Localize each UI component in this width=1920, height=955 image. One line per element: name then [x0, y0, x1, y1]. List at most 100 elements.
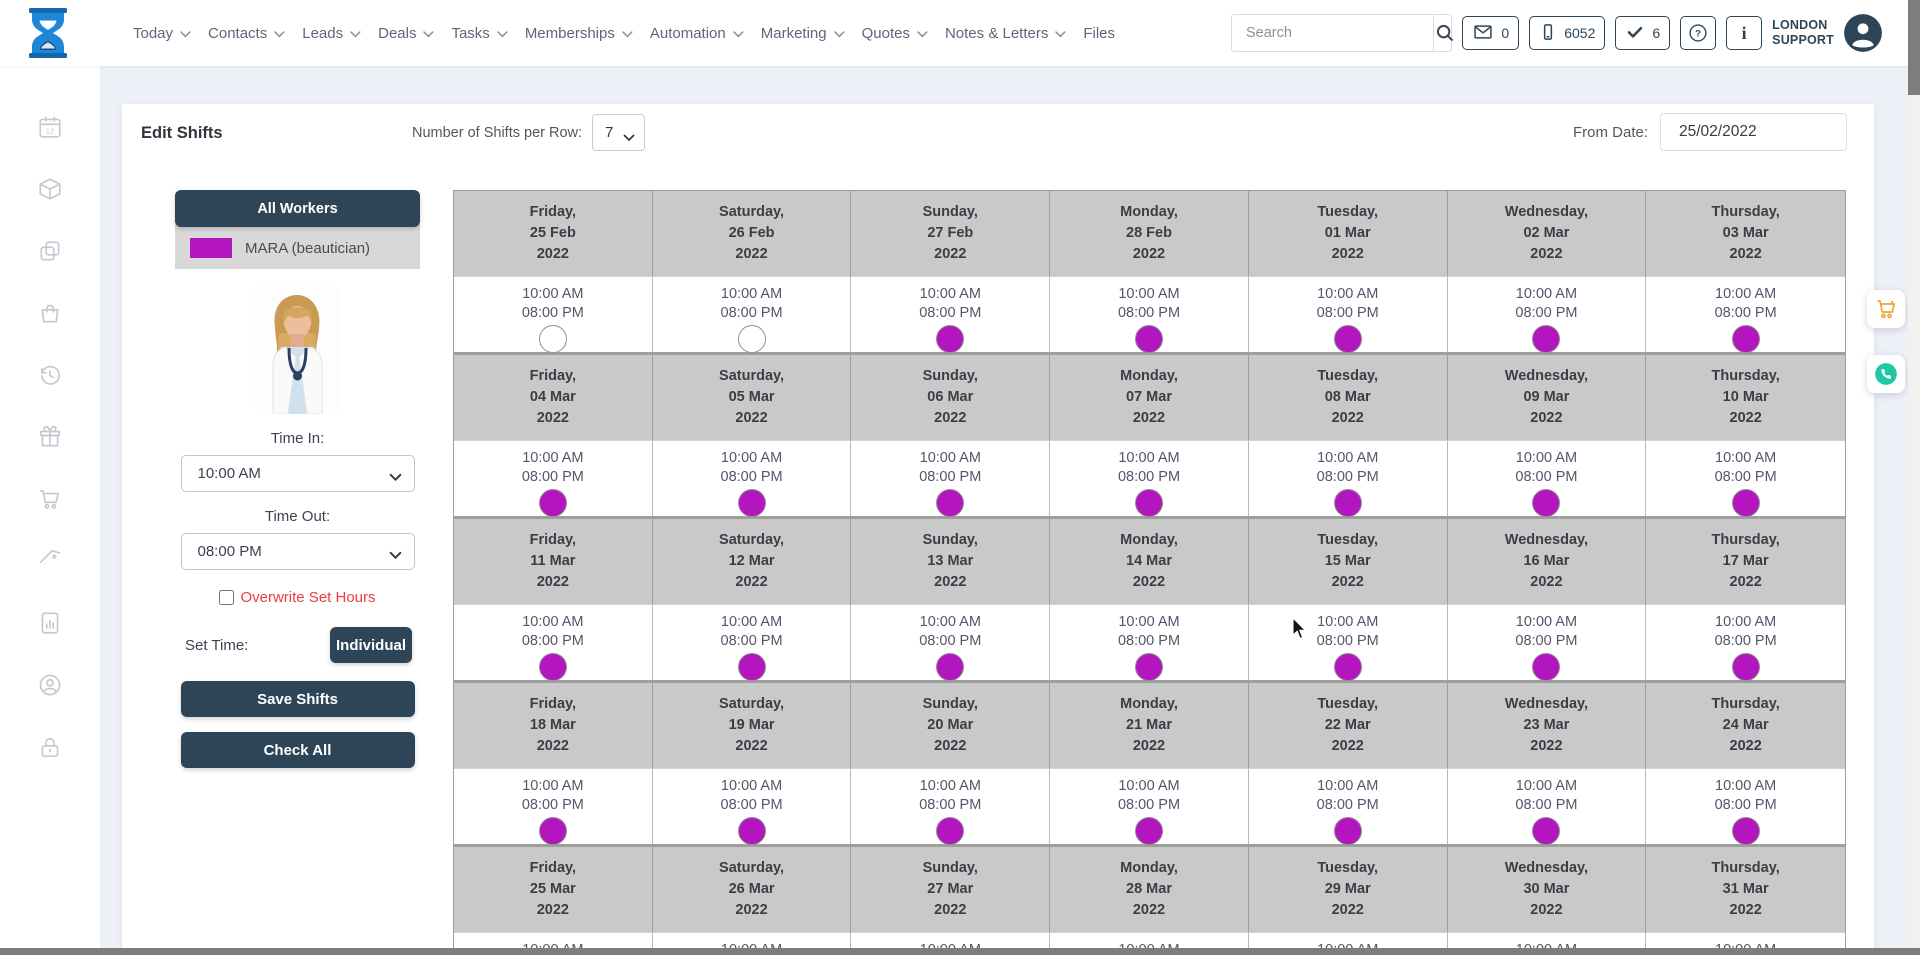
nav-item-quotes[interactable]: Quotes [860, 19, 930, 48]
horizontal-scrollbar[interactable] [0, 948, 1920, 955]
shift-toggle-circle[interactable] [936, 325, 965, 353]
nav-item-automation[interactable]: Automation [648, 19, 746, 48]
shift-toggle-circle[interactable] [1134, 817, 1163, 845]
nav-item-deals[interactable]: Deals [376, 19, 436, 48]
shift-toggle-circle[interactable] [1134, 489, 1163, 517]
avatar[interactable] [1844, 14, 1882, 52]
badge-phone[interactable]: 6052 [1529, 16, 1606, 50]
shift-time-in: 10:00 AM [1448, 941, 1646, 948]
badge-check[interactable]: 6 [1615, 16, 1671, 50]
vertical-scrollbar[interactable] [1908, 0, 1920, 948]
shift-time-out: 08:00 PM [919, 305, 982, 321]
floating-whatsapp-button[interactable] [1867, 355, 1905, 393]
nav-item-files[interactable]: Files [1081, 19, 1117, 48]
shift-toggle-circle[interactable] [538, 489, 567, 517]
day-header-cell: Tuesday, 08 Mar 2022 [1248, 355, 1448, 440]
phone-icon [1539, 21, 1557, 46]
badge-envelope[interactable]: 0 [1462, 16, 1520, 50]
shift-toggle-circle[interactable] [737, 817, 766, 845]
shift-toggle-circle[interactable] [538, 653, 567, 681]
time-out-select[interactable]: 08:00 PM [180, 533, 415, 570]
shift-toggle-circle[interactable] [737, 489, 766, 517]
shift-toggle-circle[interactable] [1333, 817, 1362, 845]
day-year: 2022 [1331, 738, 1364, 754]
shift-time-in: 10:00 AM [1715, 614, 1777, 630]
shift-toggle-circle[interactable] [1333, 489, 1362, 517]
day-header-cell: Saturday, 19 Mar 2022 [652, 683, 852, 768]
shift-toggle-circle[interactable] [1532, 325, 1561, 353]
app-logo-icon[interactable] [25, 8, 71, 58]
overwrite-set-hours-checkbox[interactable] [219, 590, 235, 605]
shift-toggle-circle[interactable] [1532, 489, 1561, 517]
shift-time-in: 10:00 AM [1118, 778, 1180, 794]
search-icon[interactable] [1433, 15, 1456, 51]
package-icon[interactable] [36, 176, 64, 202]
vertical-scrollbar-thumb[interactable] [1908, 0, 1920, 95]
worker-list-item[interactable]: MARA (beautician) [175, 224, 420, 269]
day-header-cell: Tuesday, 01 Mar 2022 [1248, 191, 1448, 276]
nav-item-today[interactable]: Today [131, 19, 193, 48]
badge-count: 6052 [1564, 25, 1596, 41]
nav-item-contacts[interactable]: Contacts [206, 19, 287, 48]
calendar-icon[interactable]: 12 [36, 114, 64, 140]
gift-icon[interactable] [36, 424, 64, 450]
card-header: Edit Shifts Number of Shifts per Row: 7 … [122, 104, 1874, 170]
price-tag-icon[interactable] [36, 548, 64, 574]
from-date-input[interactable] [1660, 113, 1847, 151]
shift-toggle-circle[interactable] [1731, 489, 1760, 517]
shift-toggle-circle[interactable] [936, 489, 965, 517]
check-all-button[interactable]: Check All [180, 732, 415, 768]
account-icon[interactable] [36, 672, 64, 698]
nav-item-memberships[interactable]: Memberships [523, 19, 635, 48]
worker-color-swatch [190, 238, 232, 258]
day-name: Thursday, [1711, 204, 1780, 220]
floating-cart-button[interactable] [1867, 290, 1905, 328]
day-header-cell: Monday, 14 Mar 2022 [1050, 519, 1249, 604]
all-workers-button[interactable]: All Workers [175, 190, 420, 227]
shift-toggle-circle[interactable] [1731, 653, 1760, 681]
nav-item-marketing[interactable]: Marketing [759, 19, 847, 48]
shift-time-in: 10:00 AM [1118, 450, 1180, 466]
copy-icon[interactable] [36, 238, 64, 264]
nav-item-notes-letters[interactable]: Notes & Letters [943, 19, 1068, 48]
shift-toggle-circle[interactable] [1731, 817, 1760, 845]
shifts-per-row-select[interactable]: 7 [592, 114, 646, 151]
shift-toggle-circle[interactable] [1532, 817, 1561, 845]
history-icon[interactable] [36, 362, 64, 388]
time-in-select[interactable]: 10:00 AM [180, 455, 415, 492]
individual-button[interactable]: Individual [330, 627, 412, 663]
shift-toggle-circle[interactable] [1532, 653, 1561, 681]
shift-toggle-circle[interactable] [538, 325, 567, 353]
save-shifts-button[interactable]: Save Shifts [180, 681, 415, 717]
search-input[interactable] [1232, 15, 1433, 51]
overwrite-set-hours-label[interactable]: Overwrite Set Hours [240, 589, 376, 606]
shift-toggle-circle[interactable] [1333, 653, 1362, 681]
nav-item-leads[interactable]: Leads [300, 19, 363, 48]
lock-icon[interactable] [36, 734, 64, 760]
shift-toggle-circle[interactable] [1731, 325, 1760, 353]
shift-toggle-circle[interactable] [737, 325, 766, 353]
shift-toggle-circle[interactable] [538, 817, 567, 845]
cart-icon[interactable] [36, 486, 64, 512]
day-year: 2022 [1530, 574, 1563, 590]
shift-toggle-circle[interactable] [1134, 653, 1163, 681]
shift-toggle-circle[interactable] [737, 653, 766, 681]
shift-toggle-circle[interactable] [936, 653, 965, 681]
calendar-week-row: Friday, 11 Mar 2022 Saturday, 12 Mar 2022 Sund… [454, 516, 1845, 681]
shift-time-out: 08:00 PM [1714, 469, 1777, 485]
shift-time-in: 10:00 AM [720, 286, 783, 302]
report-icon[interactable] [36, 610, 64, 636]
shift-toggle-circle[interactable] [1134, 325, 1163, 353]
help-icon[interactable]: ? [1680, 16, 1717, 50]
info-icon[interactable]: i [1726, 16, 1763, 50]
shift-toggle-circle[interactable] [936, 817, 965, 845]
shift-toggle-circle[interactable] [1333, 325, 1362, 353]
bag-icon[interactable] [36, 300, 64, 326]
nav-item-tasks[interactable]: Tasks [449, 19, 509, 48]
